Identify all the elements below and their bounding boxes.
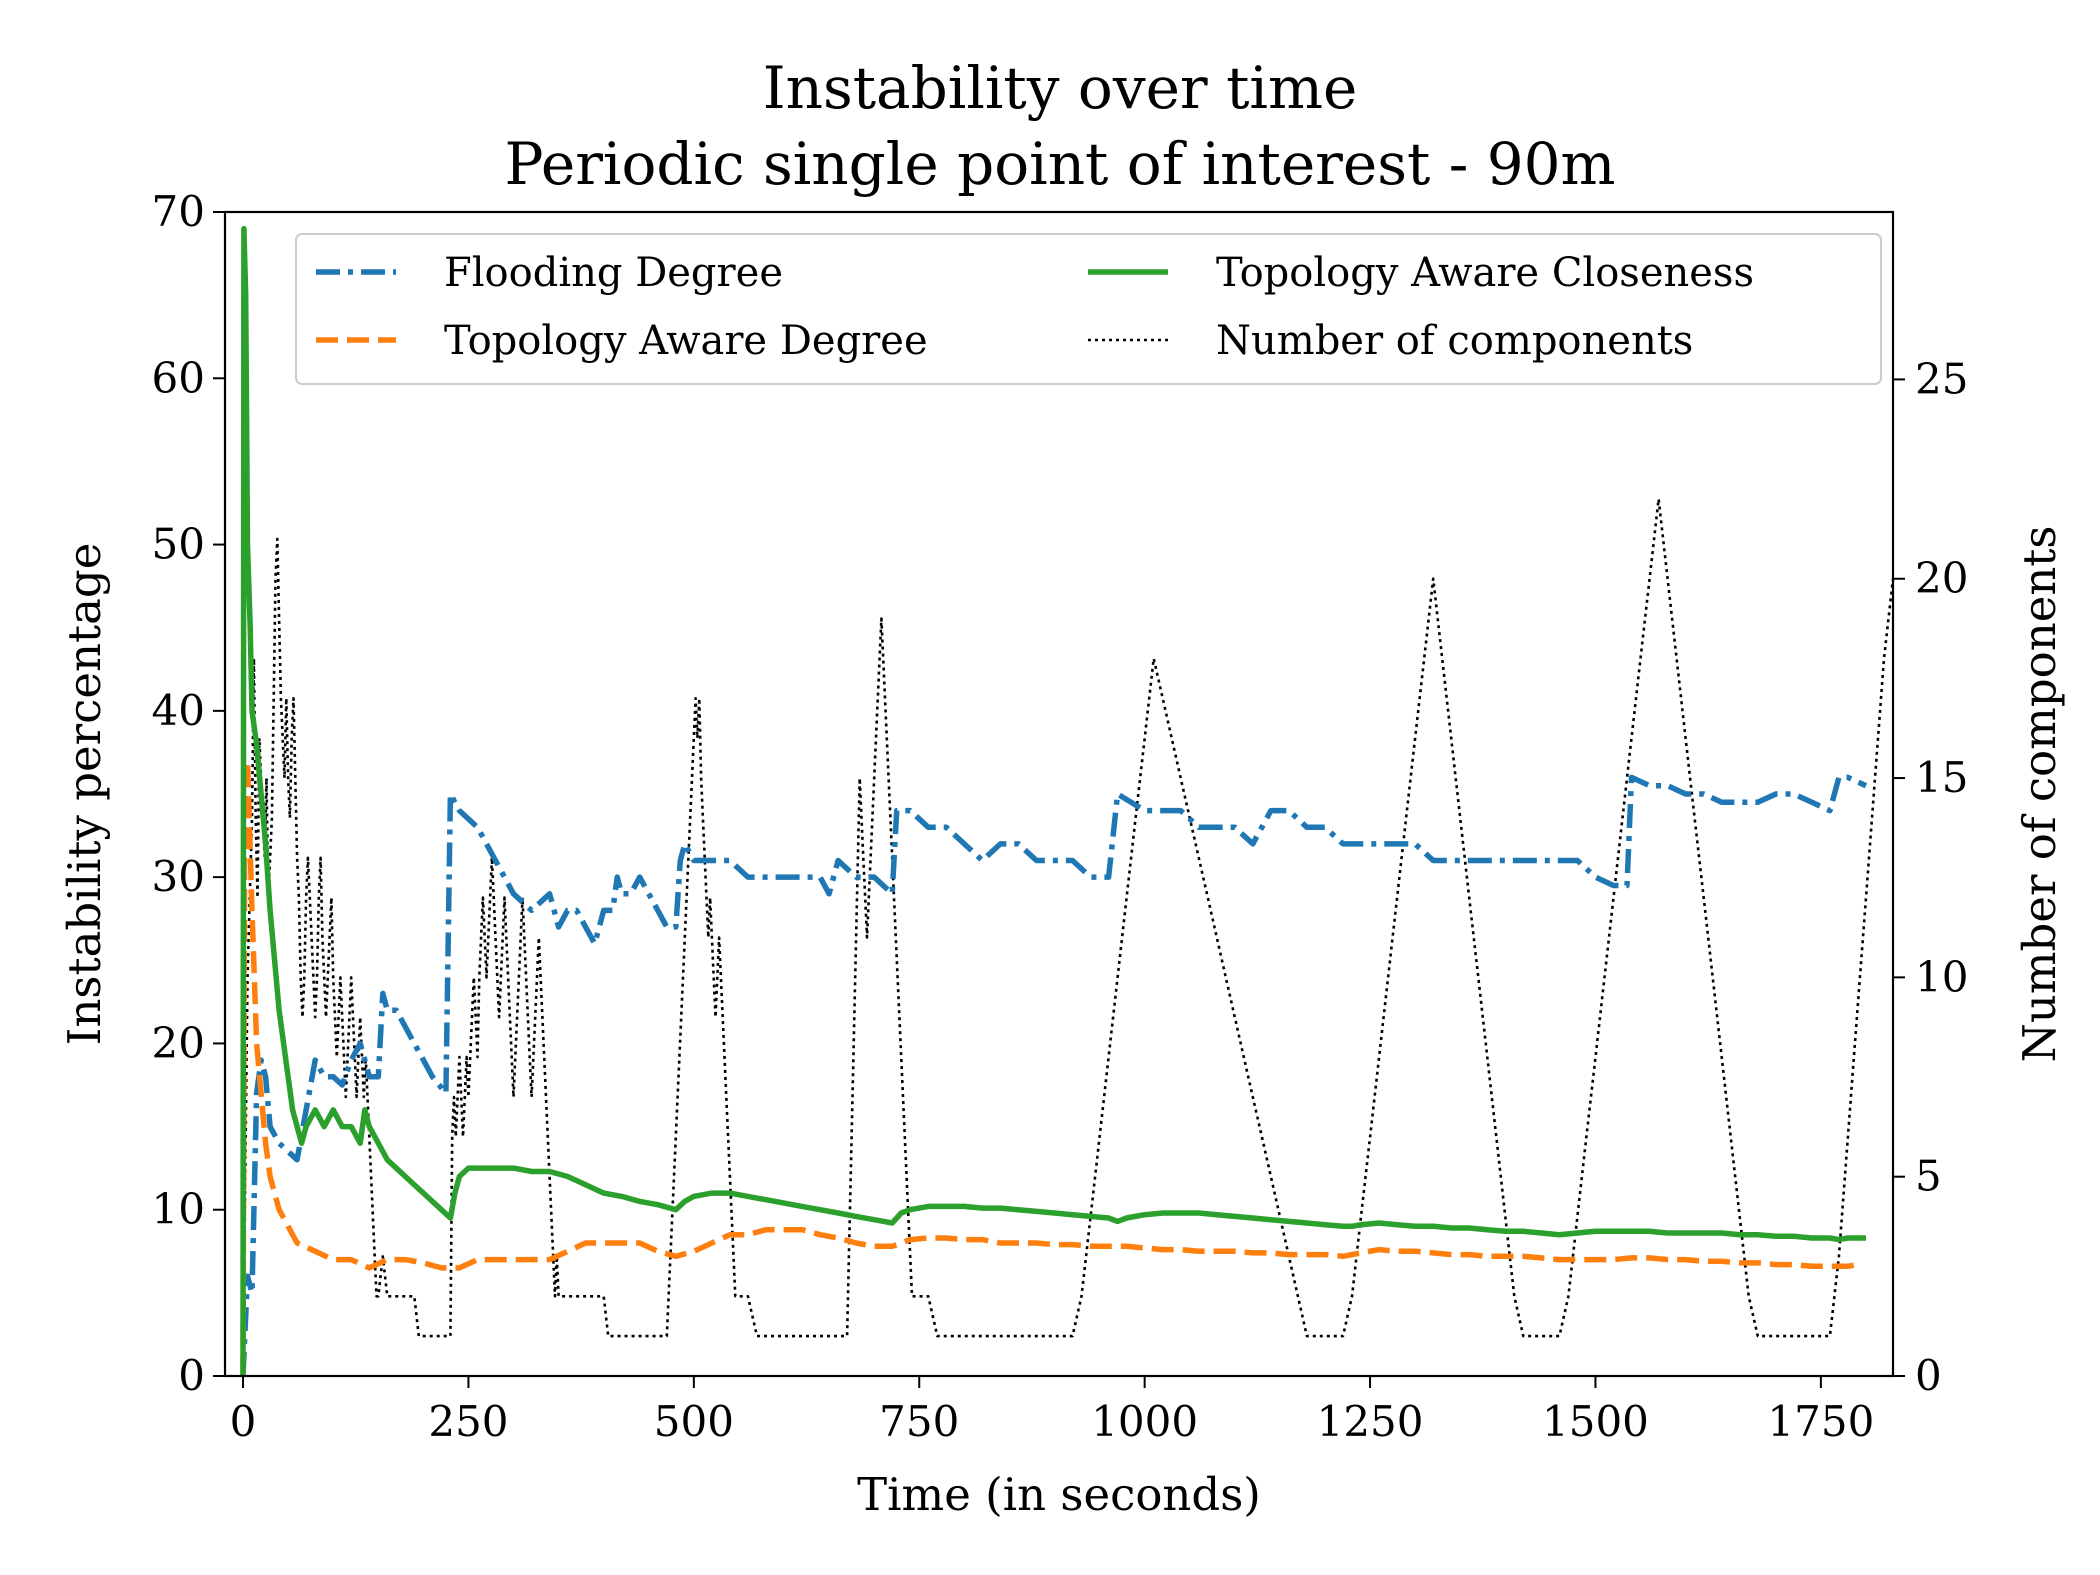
series-layer (240, 225, 1895, 1377)
x-tick-label: 250 (428, 1397, 508, 1446)
y-tick-label: 40 (152, 686, 205, 735)
y-tick-label: 30 (152, 852, 205, 901)
y-tick-label: 70 (152, 187, 205, 236)
y-tick-label: 20 (152, 1018, 205, 1067)
ticks-layer: 0 250 500 750 1000 1250 1500 175001020304050607… (152, 187, 1969, 1446)
x-tick-label: 1250 (1317, 1397, 1424, 1446)
legend-label: Flooding Degree (444, 250, 783, 296)
x-axis-label: Time (in seconds) (857, 1468, 1261, 1521)
y2-tick-label: 25 (1915, 354, 1968, 403)
y2-tick-label: 0 (1915, 1351, 1942, 1400)
x-tick-label: 1500 (1542, 1397, 1649, 1446)
plot-frame (223, 210, 1895, 1378)
legend-label: Number of components (1216, 318, 1693, 364)
legend-frame (295, 233, 1882, 385)
x-tick-label: 500 (654, 1397, 734, 1446)
series-flooding-degree (240, 774, 1868, 1377)
y2-tick-label: 10 (1915, 952, 1968, 1001)
chart-title: Instability over time (763, 54, 1358, 122)
y-tick-label: 50 (152, 520, 205, 569)
x-tick-label: 750 (879, 1397, 959, 1446)
legend-label: Topology Aware Degree (444, 318, 928, 364)
series-topology-aware-closeness (240, 225, 1866, 1377)
y2-tick-label: 15 (1915, 753, 1968, 802)
y2-tick-label: 20 (1915, 554, 1968, 603)
legend: Flooding Degree Topology Aware Closeness T… (295, 233, 1882, 385)
y-tick-label: 60 (152, 353, 205, 402)
y-tick-label: 10 (152, 1185, 205, 1234)
y-tick-label: 0 (178, 1351, 205, 1400)
x-tick-label: 0 (230, 1397, 257, 1446)
legend-label: Topology Aware Closeness (1216, 250, 1754, 296)
y2-tick-label: 5 (1915, 1152, 1942, 1201)
x-tick-label: 1000 (1091, 1397, 1198, 1446)
chart-subtitle: Periodic single point of interest - 90m (504, 130, 1615, 198)
series-topology-aware-degree (240, 757, 1858, 1377)
y-axis-label: Instability percentage (58, 543, 111, 1046)
x-tick-label: 1750 (1767, 1397, 1874, 1446)
y2-axis-label: Number of components (2013, 526, 2066, 1063)
